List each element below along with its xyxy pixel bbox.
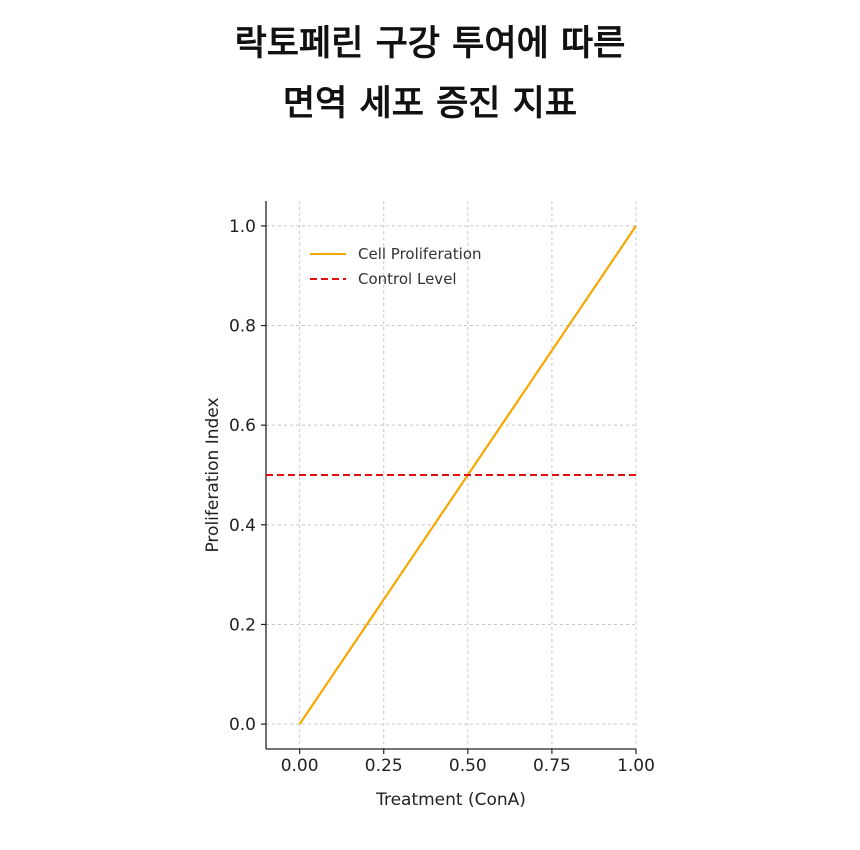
x-tick-label: 0.50 bbox=[449, 756, 487, 776]
series bbox=[266, 225, 637, 725]
y-tick-label: 0.2 bbox=[229, 615, 256, 635]
tick-labels: 0.00 0.25 0.50 0.75 1.00 0.0 0.2 0.4 0.6 0.8 1.0 bbox=[229, 217, 655, 776]
x-tick-label: 1.00 bbox=[617, 756, 655, 776]
y-tick-label: 0.4 bbox=[229, 516, 256, 536]
x-tick-label: 0.25 bbox=[365, 756, 403, 776]
chart-title-line-2: 면역 세포 증진 지표 bbox=[282, 84, 578, 124]
y-tick-label: 1.0 bbox=[229, 217, 256, 237]
y-tick-label: 0.6 bbox=[229, 416, 256, 436]
x-axis-title: Treatment (ConA) bbox=[375, 790, 526, 810]
grid bbox=[266, 201, 637, 749]
y-tick-label: 0.0 bbox=[229, 715, 256, 735]
chart-title: 락토페린 구강 투여에 따른 면역 세포 증진 지표 bbox=[0, 14, 860, 134]
legend-label-cell-proliferation: Cell Proliferation bbox=[358, 245, 482, 263]
chart-title-line-1: 락토페린 구강 투여에 따른 bbox=[234, 24, 626, 64]
y-axis-title: Proliferation Index bbox=[203, 397, 223, 552]
x-tick-label: 0.75 bbox=[533, 756, 571, 776]
x-tick-label: 0.00 bbox=[281, 756, 319, 776]
legend-label-control-level: Control Level bbox=[358, 270, 457, 288]
legend: Cell Proliferation Control Level bbox=[310, 245, 482, 288]
y-tick-label: 0.8 bbox=[229, 317, 256, 337]
